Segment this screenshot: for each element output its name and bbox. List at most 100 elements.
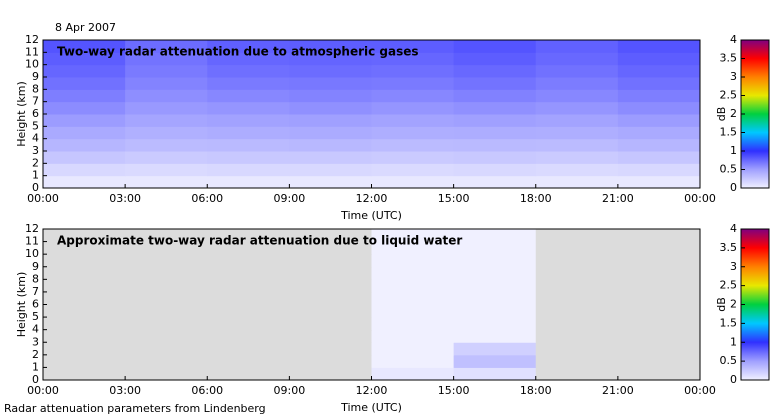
- heat-cell: [617, 64, 701, 78]
- heat-cell: [207, 291, 290, 305]
- heat-cell: [289, 367, 372, 381]
- x-tick-label: 15:00: [438, 192, 470, 205]
- y-tick-label: 0: [32, 181, 39, 194]
- heat-cell: [43, 342, 126, 356]
- heat-cell: [617, 151, 701, 164]
- colorbar-tick-label: 0: [730, 181, 737, 194]
- heat-cell: [535, 89, 619, 103]
- heat-cell: [535, 241, 619, 255]
- heat-cell: [617, 342, 701, 356]
- heat-cell: [535, 304, 619, 318]
- y-tick-label: 2: [32, 156, 39, 169]
- heat-cell: [453, 354, 537, 368]
- y-axis-label: Height (km): [15, 272, 28, 338]
- heat-cell: [535, 342, 619, 356]
- heat-cell: [535, 175, 619, 189]
- heat-cell: [371, 89, 455, 103]
- heat-cell: [535, 126, 619, 140]
- x-tick-label: 06:00: [191, 192, 223, 205]
- heat-cell: [617, 279, 701, 293]
- colorbar-tick-label: 1.5: [720, 126, 738, 139]
- x-tick-label: 12:00: [356, 384, 388, 397]
- heat-cell: [535, 291, 619, 305]
- heat-cell: [125, 64, 208, 78]
- heat-cell: [453, 342, 537, 356]
- y-tick-label: 10: [25, 247, 39, 260]
- heat-cell: [371, 329, 455, 343]
- heat-cell: [453, 241, 537, 255]
- heat-cell: [207, 126, 290, 140]
- heat-cell: [535, 266, 619, 280]
- heat-cell: [125, 317, 208, 331]
- heat-cell: [289, 126, 372, 140]
- heat-cell: [617, 114, 701, 127]
- heat-cell: [207, 241, 290, 255]
- heat-cell: [43, 291, 126, 305]
- x-tick-label: 00:00: [684, 192, 716, 205]
- heat-cell: [125, 40, 208, 53]
- heat-cell: [43, 367, 126, 381]
- heat-cell: [125, 138, 208, 152]
- heat-cell: [371, 40, 455, 53]
- x-tick-label: 00:00: [684, 384, 716, 397]
- heat-cell: [43, 138, 126, 152]
- x-tick-label: 03:00: [109, 384, 141, 397]
- heat-cell: [453, 114, 537, 127]
- heat-cell: [371, 175, 455, 189]
- heat-cell: [535, 254, 619, 268]
- heat-cell: [289, 229, 372, 243]
- heat-cell: [207, 266, 290, 280]
- heat-cell: [43, 114, 126, 127]
- heat-cell: [535, 229, 619, 243]
- y-tick-label: 5: [32, 119, 39, 132]
- heat-cell: [43, 229, 126, 243]
- heat-cell: [289, 354, 372, 368]
- colorbar-tick-label: 2: [730, 298, 737, 311]
- y-tick-label: 4: [32, 132, 39, 145]
- heat-cell: [125, 163, 208, 177]
- y-tick-label: 5: [32, 310, 39, 323]
- heat-cell: [535, 151, 619, 164]
- heat-cell: [207, 114, 290, 127]
- heat-cell: [289, 317, 372, 331]
- heat-cell: [289, 254, 372, 268]
- y-axis-label: Height (km): [15, 81, 28, 147]
- heat-cell: [617, 126, 701, 140]
- heat-cell: [617, 266, 701, 280]
- heat-cell: [371, 254, 455, 268]
- heat-cell: [617, 40, 701, 53]
- heat-cell: [43, 304, 126, 318]
- heat-cell: [289, 64, 372, 78]
- x-tick-label: 06:00: [191, 384, 223, 397]
- heat-cell: [207, 254, 290, 268]
- y-tick-label: 11: [25, 235, 39, 248]
- heat-cell: [289, 279, 372, 293]
- heat-cell: [207, 40, 290, 53]
- heat-cell: [371, 229, 455, 243]
- heat-cell: [43, 254, 126, 268]
- heat-cell: [617, 304, 701, 318]
- colorbar-tick-label: 4: [730, 33, 737, 46]
- heat-cell: [43, 329, 126, 343]
- x-tick-label: 03:00: [109, 192, 141, 205]
- heat-cell: [207, 64, 290, 78]
- x-tick-label: 00:00: [27, 192, 59, 205]
- heat-cell: [289, 151, 372, 164]
- heat-cell: [125, 241, 208, 255]
- heat-cell: [43, 101, 126, 115]
- heat-cell: [453, 291, 537, 305]
- y-tick-label: 8: [32, 272, 39, 285]
- colorbar-tick-label: 4: [730, 222, 737, 235]
- heat-cell: [43, 40, 126, 53]
- heat-cell: [371, 291, 455, 305]
- heat-cell: [453, 40, 537, 53]
- heat-cell: [617, 175, 701, 189]
- heat-cell: [453, 89, 537, 103]
- heat-cell: [207, 175, 290, 189]
- heat-cell: [453, 317, 537, 331]
- heat-cell: [453, 77, 537, 90]
- heat-cell: [207, 342, 290, 356]
- heat-cell: [535, 114, 619, 127]
- heat-cell: [617, 229, 701, 243]
